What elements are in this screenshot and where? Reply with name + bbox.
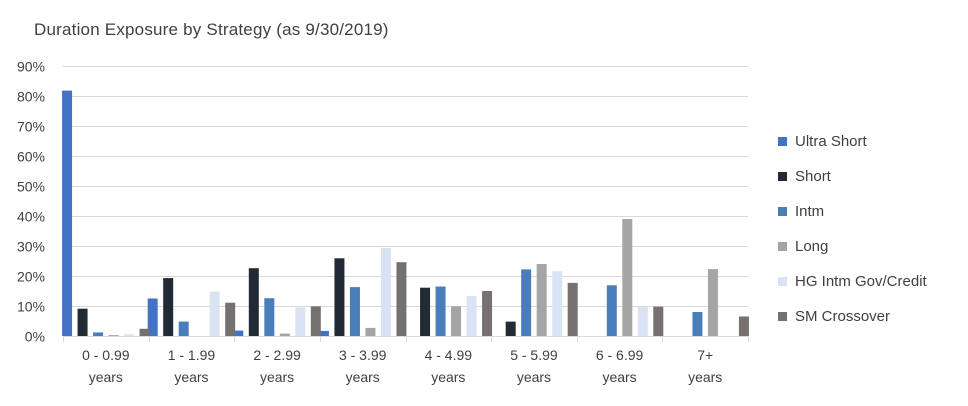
bar [349, 287, 360, 336]
legend-item: Short [778, 159, 927, 194]
x-tick-label: 6 - 6.99 years [596, 347, 644, 385]
bar [365, 327, 376, 336]
x-tick-label: 0 - 0.99 years [82, 347, 130, 385]
legend-swatch [778, 312, 787, 321]
chart-title: Duration Exposure by Strategy (as 9/30/2… [34, 20, 389, 39]
bar [567, 282, 578, 336]
bar [310, 306, 321, 336]
x-tick-label-line: 4 - 4.99 [425, 347, 473, 363]
bar [451, 306, 462, 336]
legend-label: Long [795, 238, 829, 255]
bar [653, 306, 664, 336]
x-tick-label-line: years [346, 369, 380, 385]
bar [77, 308, 88, 336]
y-tick-label: 50% [17, 179, 45, 195]
x-tick-label-line: years [431, 369, 465, 385]
bar [264, 298, 275, 336]
legend-swatch [778, 242, 787, 251]
bar [147, 298, 158, 336]
bar [396, 262, 407, 336]
y-tick-label: 80% [17, 89, 45, 105]
bar [93, 332, 104, 336]
legend: Ultra Short Short Intm Long HG Intm Gov/Cred… [778, 124, 927, 334]
bar [637, 306, 648, 336]
y-tick-label: 40% [17, 209, 45, 225]
y-tick-label: 20% [17, 269, 45, 285]
x-tick-label-line: years [89, 369, 123, 385]
x-tick-label-line: years [260, 369, 294, 385]
bar [380, 247, 391, 336]
legend-item: HG Intm Gov/Credit [778, 264, 927, 299]
bar [521, 269, 532, 336]
legend-swatch [778, 172, 787, 181]
bar [692, 312, 703, 336]
bar [334, 258, 345, 336]
x-tick-label-line: 5 - 5.99 [510, 347, 558, 363]
y-tick-label: 30% [17, 239, 45, 255]
y-tick-label: 10% [17, 299, 45, 315]
bar [279, 333, 290, 336]
x-tick-label-line: 1 - 1.99 [168, 347, 216, 363]
legend-item: Ultra Short [778, 124, 927, 159]
legend-label: Short [795, 168, 831, 185]
bars [62, 90, 749, 336]
legend-swatch [778, 137, 787, 146]
bar [139, 328, 150, 336]
bar [738, 316, 749, 336]
x-tick-label: 5 - 5.99 years [510, 347, 558, 385]
x-tick-label: 7+ years [688, 347, 722, 385]
x-tick-label-line: 6 - 6.99 [596, 347, 644, 363]
bar [62, 90, 73, 336]
bar [178, 321, 189, 336]
y-tick-label: 0% [25, 329, 45, 345]
x-tick-label-line: 0 - 0.99 [82, 347, 130, 363]
legend-label: HG Intm Gov/Credit [795, 273, 927, 290]
x-tick-label: 4 - 4.99 years [425, 347, 473, 385]
bar [108, 335, 119, 336]
legend-label: Ultra Short [795, 133, 867, 150]
bar [505, 321, 516, 336]
legend-item: Long [778, 229, 927, 264]
x-tick-label-line: years [688, 369, 722, 385]
x-tick-label-line: years [602, 369, 636, 385]
bar [209, 291, 220, 336]
bar [420, 287, 431, 336]
legend-swatch [778, 277, 787, 286]
y-tick-label: 70% [17, 119, 45, 135]
bar [233, 330, 244, 336]
legend-item: SM Crossover [778, 299, 927, 334]
x-tick-label-line: 7+ [697, 347, 713, 363]
x-tick-label-line: years [174, 369, 208, 385]
bar [552, 271, 563, 336]
bar [318, 330, 329, 336]
bar [606, 285, 617, 336]
bar [295, 307, 306, 336]
axes: 0% 10% 20% 30% 40% 50% 60% 70% 80% 90% 0 - 0.99 yea… [17, 59, 749, 385]
x-tick-label-line: years [517, 369, 551, 385]
bar [482, 291, 493, 336]
y-tick-label: 60% [17, 149, 45, 165]
legend-label: Intm [795, 203, 825, 220]
bar [622, 219, 633, 336]
bar [435, 286, 446, 336]
legend-swatch [778, 207, 787, 216]
bar [707, 269, 718, 336]
legend-label: SM Crossover [795, 308, 891, 325]
x-tick-label: 3 - 3.99 years [339, 347, 387, 385]
bar [163, 278, 174, 336]
x-tick-label-line: 2 - 2.99 [253, 347, 301, 363]
bar [124, 334, 135, 336]
bar [225, 302, 236, 336]
x-tick-label: 1 - 1.99 years [168, 347, 216, 385]
legend-item: Intm [778, 194, 927, 229]
y-tick-label: 90% [17, 59, 45, 75]
bar [466, 296, 477, 336]
x-tick-label: 2 - 2.99 years [253, 347, 301, 385]
bar [248, 268, 259, 336]
x-tick-label-line: 3 - 3.99 [339, 347, 387, 363]
bar [536, 264, 547, 336]
